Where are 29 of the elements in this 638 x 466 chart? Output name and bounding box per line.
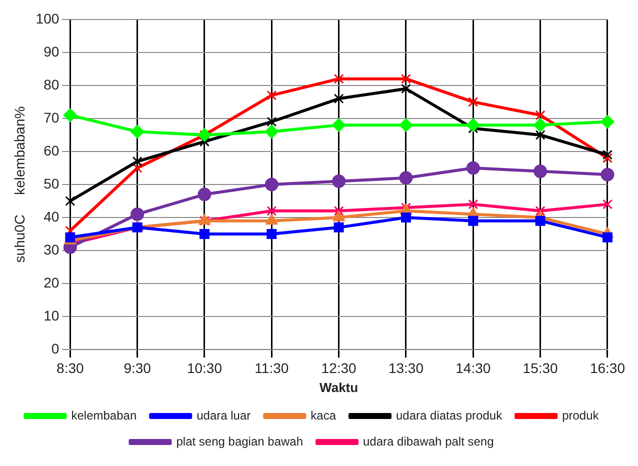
y-tick-label: 80 xyxy=(44,76,60,92)
y-tick-label: 50 xyxy=(44,175,60,192)
y-tick-label: 20 xyxy=(44,274,60,290)
legend-label: plat seng bagian bawah xyxy=(176,434,304,448)
y-tick-label: 60 xyxy=(44,142,60,158)
legend-label: kaca xyxy=(310,408,336,422)
y-tick-label: 100 xyxy=(36,10,60,26)
legend-label: kelembaban xyxy=(71,408,137,422)
x-tick-label: 13:30 xyxy=(388,360,424,376)
legend-label: udara dibawah palt seng xyxy=(363,434,494,448)
y-tick-label: 30 xyxy=(44,241,60,258)
y-tick-label: 0 xyxy=(51,340,60,356)
x-tick-label: 15:30 xyxy=(522,360,558,376)
legend-label: udara diatas produk xyxy=(396,408,504,422)
x-tick-label: 9:30 xyxy=(124,360,152,376)
y-tick-label: 70 xyxy=(44,109,60,126)
x-tick-label: 11:30 xyxy=(254,360,289,376)
x-axis-title: Waktu xyxy=(320,380,358,395)
x-tick-label: 10:30 xyxy=(186,360,222,376)
y-tick-label: 90 xyxy=(44,43,60,60)
x-tick-label: 16:30 xyxy=(590,360,626,376)
x-tick-label: 14:30 xyxy=(456,360,491,376)
x-tick-label: 12:30 xyxy=(321,360,357,376)
legend-label: udara luar xyxy=(196,408,251,422)
x-tick-label: 8:30 xyxy=(56,360,84,376)
legend-label: produk xyxy=(562,408,600,422)
y-tick-label: 40 xyxy=(44,208,60,224)
y-tick-label: 10 xyxy=(44,307,60,324)
y-axis-title: suhu0C kelembaban% xyxy=(11,106,28,263)
